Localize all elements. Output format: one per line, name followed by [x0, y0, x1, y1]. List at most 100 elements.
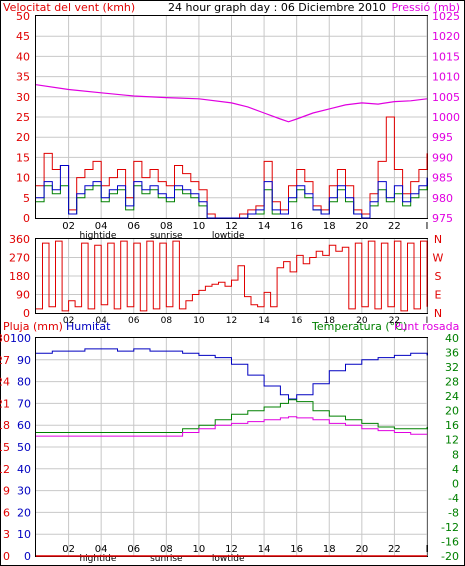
humidity-tick-label: 70	[17, 397, 31, 410]
rain-tick-label: 21	[0, 397, 10, 410]
hour-tick-label: 10	[193, 544, 206, 555]
event-label: lowtide	[212, 554, 245, 564]
direction-tick-label: 270	[9, 252, 30, 265]
temp-tick-label: 20	[445, 405, 459, 418]
temp-tick-label: 40	[445, 332, 459, 345]
temp-tick-label: -20	[441, 550, 459, 563]
humidity-tick-label: 80	[17, 376, 31, 389]
wind-tick-label: 45	[16, 30, 30, 43]
hour-tick-label: 02	[62, 221, 75, 232]
hour-tick-label: 12	[225, 221, 238, 232]
humidity-tick-label: 10	[17, 528, 31, 541]
wind-tick-label: 0	[23, 212, 30, 225]
event-label: sunrise	[150, 231, 183, 241]
rain-axis-label: Pluja (mm)	[3, 320, 63, 333]
hour-tick-label: 12	[225, 544, 238, 555]
wind-tick-label: 35	[16, 71, 30, 84]
wind-tick-label: 30	[16, 91, 30, 104]
compass-label: S	[435, 270, 442, 283]
direction-hour-label: 14	[258, 316, 270, 326]
wind-axis-label: Velocitat del vent (kmh)	[3, 1, 135, 14]
hour-tick-label: 20	[355, 544, 368, 555]
pressure-tick-label: 1025	[432, 10, 460, 23]
pressure-tick-label: 1015	[432, 50, 460, 63]
dewpoint-axis-label: Punt rosada	[394, 320, 459, 333]
direction-hour-label: 22	[389, 316, 400, 326]
rain-tick-label: 12	[0, 463, 10, 476]
temp-tick-label: 4	[452, 463, 459, 476]
rain-tick-label: 18	[0, 419, 10, 432]
humidity-tick-label: 40	[17, 463, 31, 476]
hour-tick-label: 16	[290, 221, 303, 232]
rain-tick-label: 3	[3, 528, 10, 541]
direction-hour-label: 18	[324, 316, 336, 326]
humidity-tick-label: 60	[17, 419, 31, 432]
temp-tick-label: 28	[445, 376, 459, 389]
rain-tick-label: 15	[0, 441, 10, 454]
humidity-tick-label: 100	[10, 332, 31, 345]
temp-tick-label: 0	[452, 477, 459, 490]
pressure-tick-label: 1000	[432, 111, 460, 124]
rain-tick-label: 0	[3, 550, 10, 563]
temp-tick-label: -4	[448, 492, 459, 505]
hour-tick-label: 16	[290, 544, 303, 555]
pressure-tick-label: 995	[432, 131, 453, 144]
pressure-tick-label: 985	[432, 172, 453, 185]
wind-direction-line	[36, 240, 428, 312]
direction-hour-label: 02	[63, 316, 74, 326]
hour-tick-label: 20	[355, 221, 368, 232]
wind-avg-line	[36, 165, 428, 219]
direction-hour-label: 16	[291, 316, 303, 326]
wind-tick-label: 20	[16, 131, 30, 144]
wind-tick-label: 25	[16, 111, 30, 124]
humidity-tick-label: 90	[17, 354, 31, 367]
direction-hour-label: I	[426, 316, 429, 326]
pressure-tick-label: 1010	[432, 71, 460, 84]
hour-tick-label: 18	[323, 221, 336, 232]
compass-label: N	[434, 307, 442, 320]
wind-tick-label: 15	[16, 151, 30, 164]
rain-tick-label: 6	[3, 506, 10, 519]
direction-tick-label: 0	[23, 307, 30, 320]
wind-tick-label: 40	[16, 50, 30, 63]
rain-tick-label: 24	[0, 376, 10, 389]
hour-tick-label: 02	[62, 544, 75, 555]
hour-tick-label: 22	[388, 221, 401, 232]
temperature-line	[36, 399, 428, 433]
hour-tick-label: 06	[127, 221, 140, 232]
compass-label: E	[435, 289, 442, 302]
temperature-axis-label: Temperatura (°C)	[311, 320, 407, 333]
pressure-line	[35, 84, 428, 123]
dewpoint-line	[36, 416, 427, 437]
hour-tick-label: 08	[160, 544, 173, 555]
direction-tick-label: 180	[9, 270, 30, 283]
pressure-tick-label: 1020	[432, 30, 460, 43]
wind-tick-label: 5	[23, 192, 30, 205]
hour-tick-label: 18	[323, 544, 336, 555]
temp-tick-label: -16	[441, 535, 459, 548]
pressure-tick-label: 1005	[432, 91, 460, 104]
pressure-tick-label: 990	[432, 151, 453, 164]
temp-tick-label: 32	[445, 361, 459, 374]
humidity-tick-label: 0	[24, 550, 31, 563]
temp-tick-label: -12	[441, 521, 459, 534]
temp-tick-label: 12	[445, 434, 459, 447]
humidity-axis-label: Humitat	[66, 320, 111, 333]
pressure-tick-label: 980	[432, 192, 453, 205]
hour-tick-label: 22	[388, 544, 401, 555]
hour-tick-label: I	[426, 544, 429, 555]
hour-tick-label: 10	[193, 221, 206, 232]
direction-hour-label: 12	[226, 316, 237, 326]
humidity-tick-label: 50	[17, 441, 31, 454]
temp-tick-label: -8	[448, 506, 459, 519]
pressure-tick-label: 975	[432, 212, 453, 225]
hour-tick-label: 06	[127, 544, 140, 555]
hour-tick-label: 04	[95, 544, 108, 555]
direction-hour-label: 10	[193, 316, 205, 326]
temp-tick-label: 8	[452, 448, 459, 461]
compass-label: N	[434, 233, 442, 246]
humidity-line	[36, 348, 428, 400]
